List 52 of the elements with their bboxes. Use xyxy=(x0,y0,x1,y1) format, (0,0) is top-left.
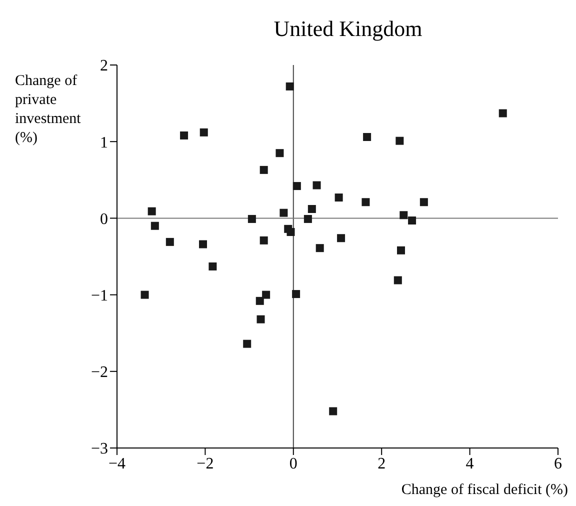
y-tick-label: −3 xyxy=(90,440,108,458)
y-tick-label: 1 xyxy=(100,134,108,152)
point xyxy=(262,290,270,299)
y-axis-title: Change of private investment (%) xyxy=(15,72,82,148)
x-tick-label: 4 xyxy=(466,455,474,472)
point xyxy=(362,198,370,206)
point xyxy=(248,214,256,223)
point xyxy=(304,214,312,223)
point xyxy=(198,240,207,248)
point xyxy=(308,205,316,214)
point xyxy=(208,262,217,270)
point xyxy=(260,236,268,244)
point xyxy=(286,228,295,236)
point xyxy=(334,194,343,202)
point xyxy=(400,211,408,220)
point xyxy=(166,238,174,246)
point xyxy=(260,166,268,174)
point xyxy=(408,216,416,224)
point xyxy=(420,198,428,206)
point xyxy=(337,234,346,242)
point xyxy=(150,222,159,230)
point xyxy=(363,133,372,142)
y-tick-label: −1 xyxy=(90,287,108,304)
point xyxy=(200,128,208,136)
y-tick-label: −2 xyxy=(90,364,108,382)
point xyxy=(292,290,300,298)
x-tick-label: 0 xyxy=(289,455,298,472)
x-tick-label: 2 xyxy=(378,455,386,472)
x-tick-label: −2 xyxy=(196,455,214,472)
x-axis-title: Change of fiscal deficit (%) xyxy=(401,482,568,499)
point xyxy=(397,246,406,254)
point xyxy=(148,207,156,216)
point xyxy=(498,109,507,118)
point xyxy=(329,407,338,416)
point xyxy=(276,149,284,158)
x-tick-label: 6 xyxy=(554,455,562,472)
point xyxy=(256,315,265,324)
point xyxy=(396,136,404,145)
chart-title: United Kingdom xyxy=(272,16,424,42)
point xyxy=(180,131,188,140)
point xyxy=(312,181,321,190)
point xyxy=(286,82,294,90)
y-tick-label: 2 xyxy=(100,58,108,75)
point xyxy=(243,340,252,348)
point xyxy=(292,182,301,190)
point xyxy=(256,296,264,305)
point xyxy=(316,244,324,252)
point xyxy=(140,290,149,299)
point xyxy=(280,208,288,217)
point xyxy=(394,276,402,284)
y-tick-label: 0 xyxy=(100,210,108,228)
x-tick-label: −4 xyxy=(108,455,126,472)
